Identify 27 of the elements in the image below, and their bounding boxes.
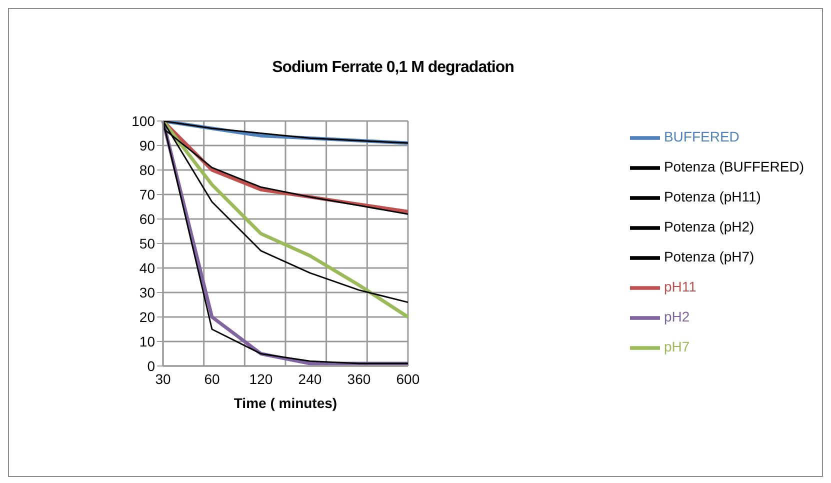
legend-label: pH2 — [664, 308, 690, 324]
legend-label: BUFFERED — [664, 128, 740, 144]
y-tick-label: 90 — [139, 137, 156, 154]
y-tick-label: 0 — [147, 358, 156, 374]
x-tick-label: 30 — [155, 370, 171, 387]
legend-label: pH7 — [664, 338, 690, 354]
legend-label: Potenza (BUFFERED) — [664, 158, 804, 174]
y-tick-label: 80 — [139, 162, 156, 178]
x-tick-label: 360 — [347, 370, 371, 387]
legend-label: pH11 — [664, 278, 696, 294]
y-tick-label: 10 — [139, 333, 156, 350]
x-tick-label: 120 — [249, 370, 273, 387]
x-tick-label: 600 — [396, 370, 420, 387]
legend-label: Potenza (pH2) — [664, 218, 754, 234]
y-tick-label: 40 — [139, 260, 156, 276]
y-tick-label: 20 — [139, 308, 156, 325]
chart-title: Sodium Ferrate 0,1 M degradation — [271, 59, 515, 77]
x-axis-title: Time ( minutes) — [234, 395, 338, 411]
y-tick-label: 70 — [139, 186, 156, 202]
y-tick-label: 60 — [139, 210, 156, 227]
y-tick-label: 100 — [132, 112, 156, 129]
y-tick-label: 30 — [139, 284, 156, 300]
y-tick-label: 50 — [139, 235, 156, 252]
legend-label: Potenza (pH11) — [664, 188, 761, 204]
x-tick-label: 240 — [298, 370, 322, 387]
legend-label: Potenza (pH7) — [664, 248, 754, 264]
x-tick-label: 60 — [204, 370, 220, 387]
